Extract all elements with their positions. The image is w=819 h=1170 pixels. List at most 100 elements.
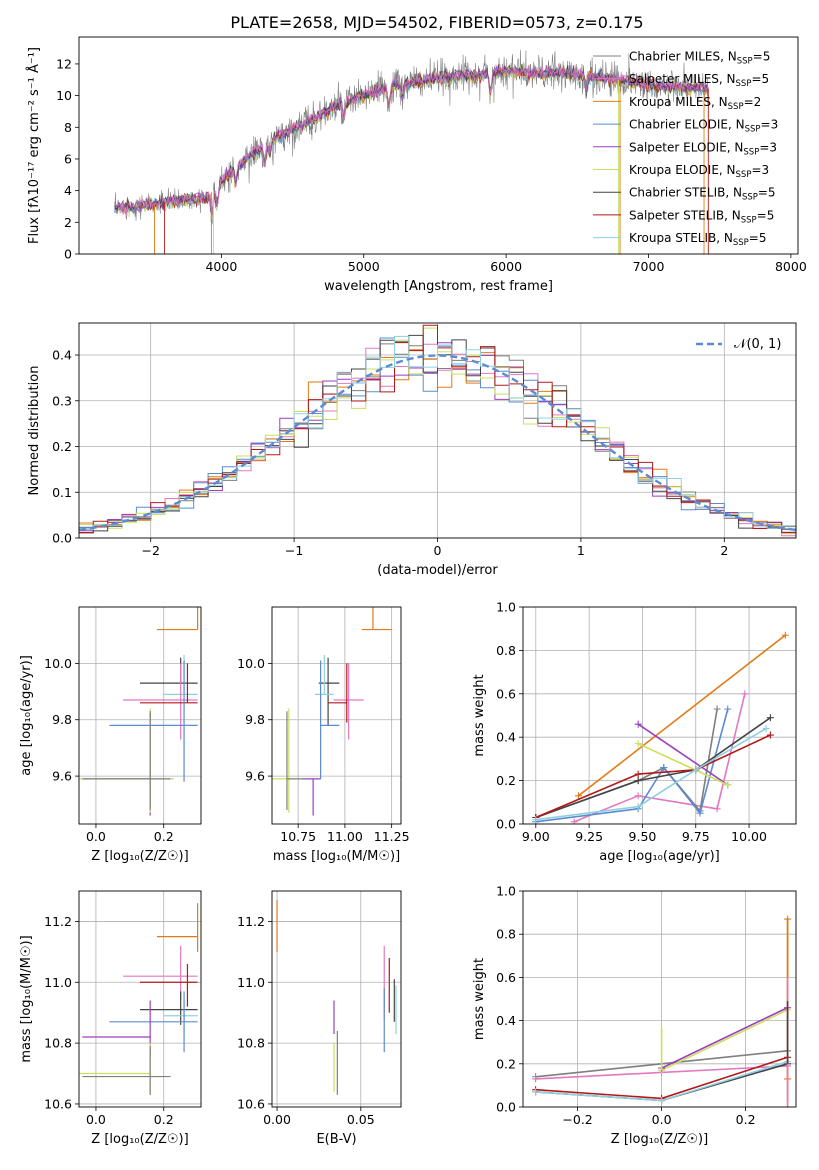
weight-marker [634,720,642,728]
histogram-step [79,324,796,534]
x-tick-label: 0.2 [154,829,174,844]
mass_vs_EBV-plot-area [272,891,401,1107]
weight-marker [713,705,721,713]
weight-line [535,727,767,821]
weight-marker [658,1097,666,1105]
y-tick-label: 0.8 [496,643,516,658]
weight-marker [634,740,642,748]
y-tick-label: 10.6 [237,1096,265,1111]
x-tick-label: −1 [285,543,303,558]
legend-value: =5 [751,72,769,86]
weight-marker [692,766,700,774]
weight-marker [532,816,540,824]
spectrum-frame [78,36,799,255]
mass_vs_Z-panel: 0.0 0.2 10.6 10.8 11.0 11.2 Z [log₁₀(Z/Z☉)] mas… [19,890,202,1147]
legend-subscript: SSP [736,170,752,180]
x-axis-label: Z [log₁₀(Z/Z☉)] [611,1132,708,1147]
y-tick-label: 0.6 [496,970,516,985]
y-tick-label: 10.8 [44,1036,72,1051]
weight-marker [762,725,770,733]
weight-marker [574,792,582,800]
weight-marker [634,770,642,778]
weight_vs_Z-panel: −0.2 0.0 0.2 0.0 0.2 0.4 0.6 0.8 1.0 Z [log₁₀(Z/Z… [472,884,797,1147]
y-tick-label: 0.0 [496,1100,516,1115]
x-tick-label: 7000 [633,259,665,274]
legend-label: Kroupa ELODIE, NSSP=3 [629,163,769,180]
panels: 4000 5000 6000 7000 8000024681012wavelength … [19,36,807,1147]
y-tick-label: 0.8 [496,927,516,942]
y-tick-label: 0.4 [496,730,516,745]
weight-marker [532,1075,540,1083]
y-tick-label: 0.6 [496,686,516,701]
legend-label: Chabrier MILES, NSSP=5 [629,50,770,67]
y-axis-label: mass [log₁₀(M/M☉)] [19,935,34,1062]
x-tick-label: −0.2 [562,1112,592,1127]
weight-line [661,1006,788,1069]
weight_vs_Z-frame [522,890,797,1108]
legend-subscript: SSP [745,125,761,135]
mass_vs_EBV-frame [271,890,402,1108]
x-tick-label: 5000 [348,259,380,274]
x-tick-label: 10.00 [731,829,767,844]
weight_vs_age-frame [522,606,797,825]
weight_vs_Z-plot-area [523,891,796,1107]
age_vs_mass-plot-area [272,607,401,824]
y-tick-label: 9.8 [245,712,265,727]
x-tick-label: 0.00 [263,1112,291,1127]
legend-subscript: SSP [736,79,752,89]
y-tick-label: 10.0 [44,656,72,671]
y-tick-label: 0.4 [496,1013,516,1028]
x-axis-label: age [log₁₀(age/yr)] [599,849,720,864]
weight_vs_age-plot-area [523,607,796,824]
figure-title: PLATE=2658, MJD=54502, FIBERID=0573, z=0… [230,13,643,32]
y-tick-label: 0.0 [52,531,72,546]
y-tick-label: 6 [64,151,72,166]
x-tick-label: 10.75 [280,829,316,844]
weight-marker [766,714,774,722]
y-tick-label: 0.2 [496,1056,516,1071]
y-tick-label: 8 [64,120,72,135]
legend-subscript: SSP [737,57,753,67]
legend-label: 𝒩(0, 1) [734,337,781,352]
spectrum-panel: 4000 5000 6000 7000 8000 0 2 4 6 8 10 12 wavelength … [26,36,807,294]
x-tick-label: 0.05 [347,1112,375,1127]
y-axis-label: mass weight [472,958,487,1040]
y-tick-label: 0.4 [52,348,72,363]
x-tick-label: −2 [141,543,159,558]
x-tick-label: 9.75 [682,829,710,844]
y-tick-label: 11.2 [237,914,265,929]
mass_vs_Z-plot-area [79,891,201,1107]
y-tick-label: 2 [64,215,72,230]
y-axis-label: mass weight [472,674,487,756]
residual_hist-panel: −2 −1 0 1 2 0.0 0.1 0.2 0.3 0.4 (data-model)/error… [27,322,797,578]
legend-label: Salpeter ELODIE, NSSP=3 [629,140,777,157]
weight-line [637,742,729,786]
y-tick-label: 0 [64,247,72,262]
weight-line [535,734,771,819]
age_vs_Z-plot-area [79,607,201,824]
weight-marker [696,809,704,817]
spectrum-plot-area [114,49,709,254]
y-tick-label: 1.0 [496,600,516,615]
x-tick-label: 9.25 [575,829,603,844]
x-tick-label: 0.0 [86,829,106,844]
weight-marker [634,803,642,811]
x-tick-label: 0.0 [652,1112,672,1127]
legend-subscript: SSP [728,102,744,112]
y-tick-label: 11.0 [237,975,265,990]
normal-curve [79,354,796,532]
y-tick-label: 11.2 [44,914,72,929]
legend-label: Chabrier ELODIE, NSSP=3 [629,118,778,135]
x-tick-label: 0.2 [154,1112,174,1127]
legend-label: Chabrier STELIB, NSSP=5 [629,186,776,203]
legend-label: Kroupa MILES, NSSP=2 [629,95,761,112]
y-tick-label: 0.2 [52,439,72,454]
legend-value: =3 [759,140,777,154]
legend-subscript: SSP [741,215,757,225]
y-tick-label: 12 [56,56,72,71]
mass_vs_EBV-panel: 0.00 0.05 10.6 10.8 11.0 11.2 E(B-V) [237,890,402,1147]
legend-subscript: SSP [733,238,749,248]
y-tick-label: 10.0 [237,656,265,671]
spectrum-data-line [114,49,709,225]
